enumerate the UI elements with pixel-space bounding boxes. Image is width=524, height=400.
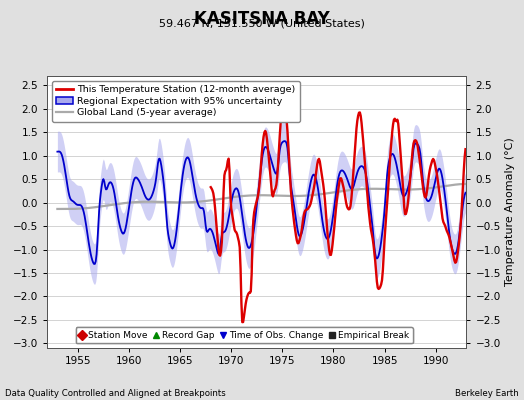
Legend: Station Move, Record Gap, Time of Obs. Change, Empirical Break: Station Move, Record Gap, Time of Obs. C… [75, 327, 413, 344]
Y-axis label: Temperature Anomaly (°C): Temperature Anomaly (°C) [505, 138, 515, 286]
Text: Berkeley Earth: Berkeley Earth [455, 389, 519, 398]
Text: KASITSNA BAY: KASITSNA BAY [194, 10, 330, 28]
Text: Data Quality Controlled and Aligned at Breakpoints: Data Quality Controlled and Aligned at B… [5, 389, 226, 398]
Text: 59.467 N, 151.550 W (United States): 59.467 N, 151.550 W (United States) [159, 18, 365, 28]
